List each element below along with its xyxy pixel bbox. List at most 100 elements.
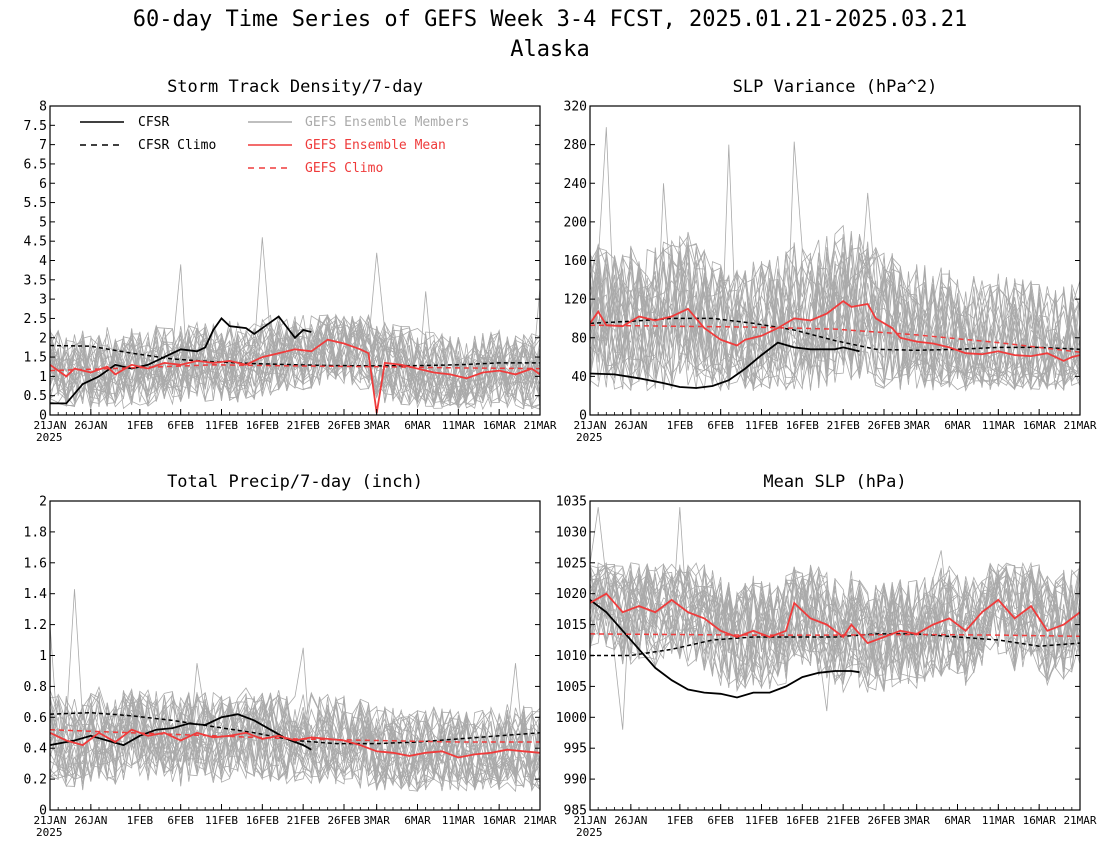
ensemble-member-line	[50, 315, 540, 407]
ensemble-member-line	[50, 688, 540, 792]
x-tick-label: 6FEB	[167, 814, 194, 827]
ensemble-member-line	[590, 262, 1080, 387]
series-gefs-mean-line	[50, 728, 540, 759]
plot-area	[50, 237, 540, 414]
ensemble-member-line	[590, 566, 1080, 683]
ensemble-member-line	[590, 241, 1080, 391]
ensemble-member-line	[590, 246, 1080, 391]
y-tick-label: 995	[564, 742, 587, 757]
y-tick-label: 0.8	[24, 680, 47, 695]
x-tick-label: 3MAR	[363, 419, 390, 432]
ensemble-member-line	[590, 233, 1080, 390]
y-tick-label: 1020	[556, 587, 587, 602]
panel-title: SLP Variance (hPa^2)	[733, 77, 938, 97]
x-tick-label: 6FEB	[707, 419, 734, 432]
series-gefs-climo-line	[590, 633, 1080, 638]
ensemble-member-line	[50, 322, 540, 407]
panel-title: Total Precip/7-day (inch)	[167, 472, 423, 492]
ensemble-member-line	[50, 314, 540, 409]
y-tick-label: 1035	[556, 495, 587, 510]
ensemble-member-line	[590, 247, 1080, 392]
y-tick-label: 0	[579, 409, 587, 424]
x-tick-label: 26FEB	[867, 814, 900, 827]
ensemble-member-line	[590, 563, 1080, 687]
x-tick-label: 11FEB	[205, 419, 238, 432]
ensemble-member-line	[50, 693, 540, 789]
x-tick-label: 11FEB	[205, 814, 238, 827]
x-tick-label: 6MAR	[404, 814, 431, 827]
ensemble-member-line	[50, 704, 540, 787]
legend-members-label: GEFS Ensemble Members	[305, 115, 469, 130]
x-tick-label: 21JAN	[573, 419, 606, 432]
x-tick-label: 21MAR	[1063, 814, 1096, 827]
y-tick-label: 6.5	[24, 157, 47, 172]
series-cfsr-climo-line	[590, 633, 1080, 657]
ensemble-member-line	[590, 565, 1080, 689]
y-tick-label: 6	[39, 177, 47, 192]
y-tick-label: 1000	[556, 711, 587, 726]
series-cfsr-line	[50, 713, 312, 751]
legend: CFSR CFSR Climo GEFS Ensemble Members GE…	[80, 115, 469, 176]
x-tick-label: 11FEB	[745, 814, 778, 827]
y-tick-label: 0	[39, 804, 47, 819]
y-tick-label: 2	[39, 331, 47, 346]
x-tick-label: 6FEB	[167, 419, 194, 432]
y-tick-label: 1005	[556, 680, 587, 695]
panel-mean-slp: Mean SLP (hPa) 985 990 995 1000 1005 1010 1015 1…	[556, 472, 1097, 839]
x-tick-label: 26JAN	[74, 419, 107, 432]
series-gefs-climo-line	[50, 364, 540, 372]
ensemble-member-line	[50, 314, 540, 410]
ensemble-member-line	[590, 235, 1080, 392]
y-tick-label: 240	[564, 177, 587, 192]
y-tick-label: 0.5	[24, 389, 47, 404]
series-cfsr-line	[590, 599, 860, 699]
series-gefs-climo-line	[50, 728, 540, 743]
ensemble-member-line	[50, 315, 540, 407]
x-tick-label: 26FEB	[327, 814, 360, 827]
x-tick-label: 11MAR	[982, 814, 1015, 827]
ensemble-member-line	[590, 562, 1080, 669]
x-tick-label: 11MAR	[442, 814, 475, 827]
x-tick-label: 21FEB	[827, 419, 860, 432]
x-tick-label: 16FEB	[786, 814, 819, 827]
x-tick-label: 11MAR	[982, 419, 1015, 432]
y-tick-label: 0.2	[24, 773, 47, 788]
y-tick-label: 4.5	[24, 235, 47, 250]
plot-area	[590, 127, 1080, 392]
y-tick-label: 1	[39, 649, 47, 664]
y-tick-label: 40	[571, 370, 587, 385]
y-tick-label: 1010	[556, 649, 587, 664]
y-tick-label: 3.5	[24, 273, 47, 288]
x-tick-label: 11FEB	[745, 419, 778, 432]
panel-slp-variance: SLP Variance (hPa^2) 0 40 80 120 160 200 240 280…	[564, 77, 1097, 444]
x-tick-label: 16FEB	[246, 419, 279, 432]
y-tick-label: 1.2	[24, 618, 47, 633]
x-tick-label: 16MAR	[483, 419, 516, 432]
x-tick-label: 21MAR	[1063, 419, 1096, 432]
ensemble-member-line	[590, 565, 1080, 690]
y-tick-label: 5	[39, 215, 47, 230]
x-tick-label: 6MAR	[944, 419, 971, 432]
y-tick-label: 985	[564, 804, 587, 819]
plot-area	[590, 507, 1080, 730]
x-tick-label: 3MAR	[903, 419, 930, 432]
legend-cfsr-label: CFSR	[138, 115, 169, 130]
ensemble-member-line	[590, 565, 1080, 690]
x-tick-label: 21JAN	[573, 814, 606, 827]
x-tick-label: 21FEB	[287, 419, 320, 432]
x-tick-label: 21MAR	[523, 814, 556, 827]
panel-title: Storm Track Density/7-day	[167, 77, 423, 97]
x-tick-label: 16MAR	[1023, 814, 1056, 827]
x-tick-label: 1FEB	[667, 814, 694, 827]
y-tick-label: 1	[39, 370, 47, 385]
x-tick-label: 16FEB	[786, 419, 819, 432]
ensemble-member-line	[590, 254, 1080, 390]
panel-total-precip: Total Precip/7-day (inch)00.20.40.60.811…	[24, 472, 557, 839]
x-tick-label: 3MAR	[903, 814, 930, 827]
x-tick-label: 3MAR	[363, 814, 390, 827]
x-year-label: 2025	[36, 431, 63, 444]
y-tick-label: 1.6	[24, 556, 47, 571]
legend-mean-label: GEFS Ensemble Mean	[305, 138, 446, 153]
x-tick-label: 6FEB	[707, 814, 734, 827]
